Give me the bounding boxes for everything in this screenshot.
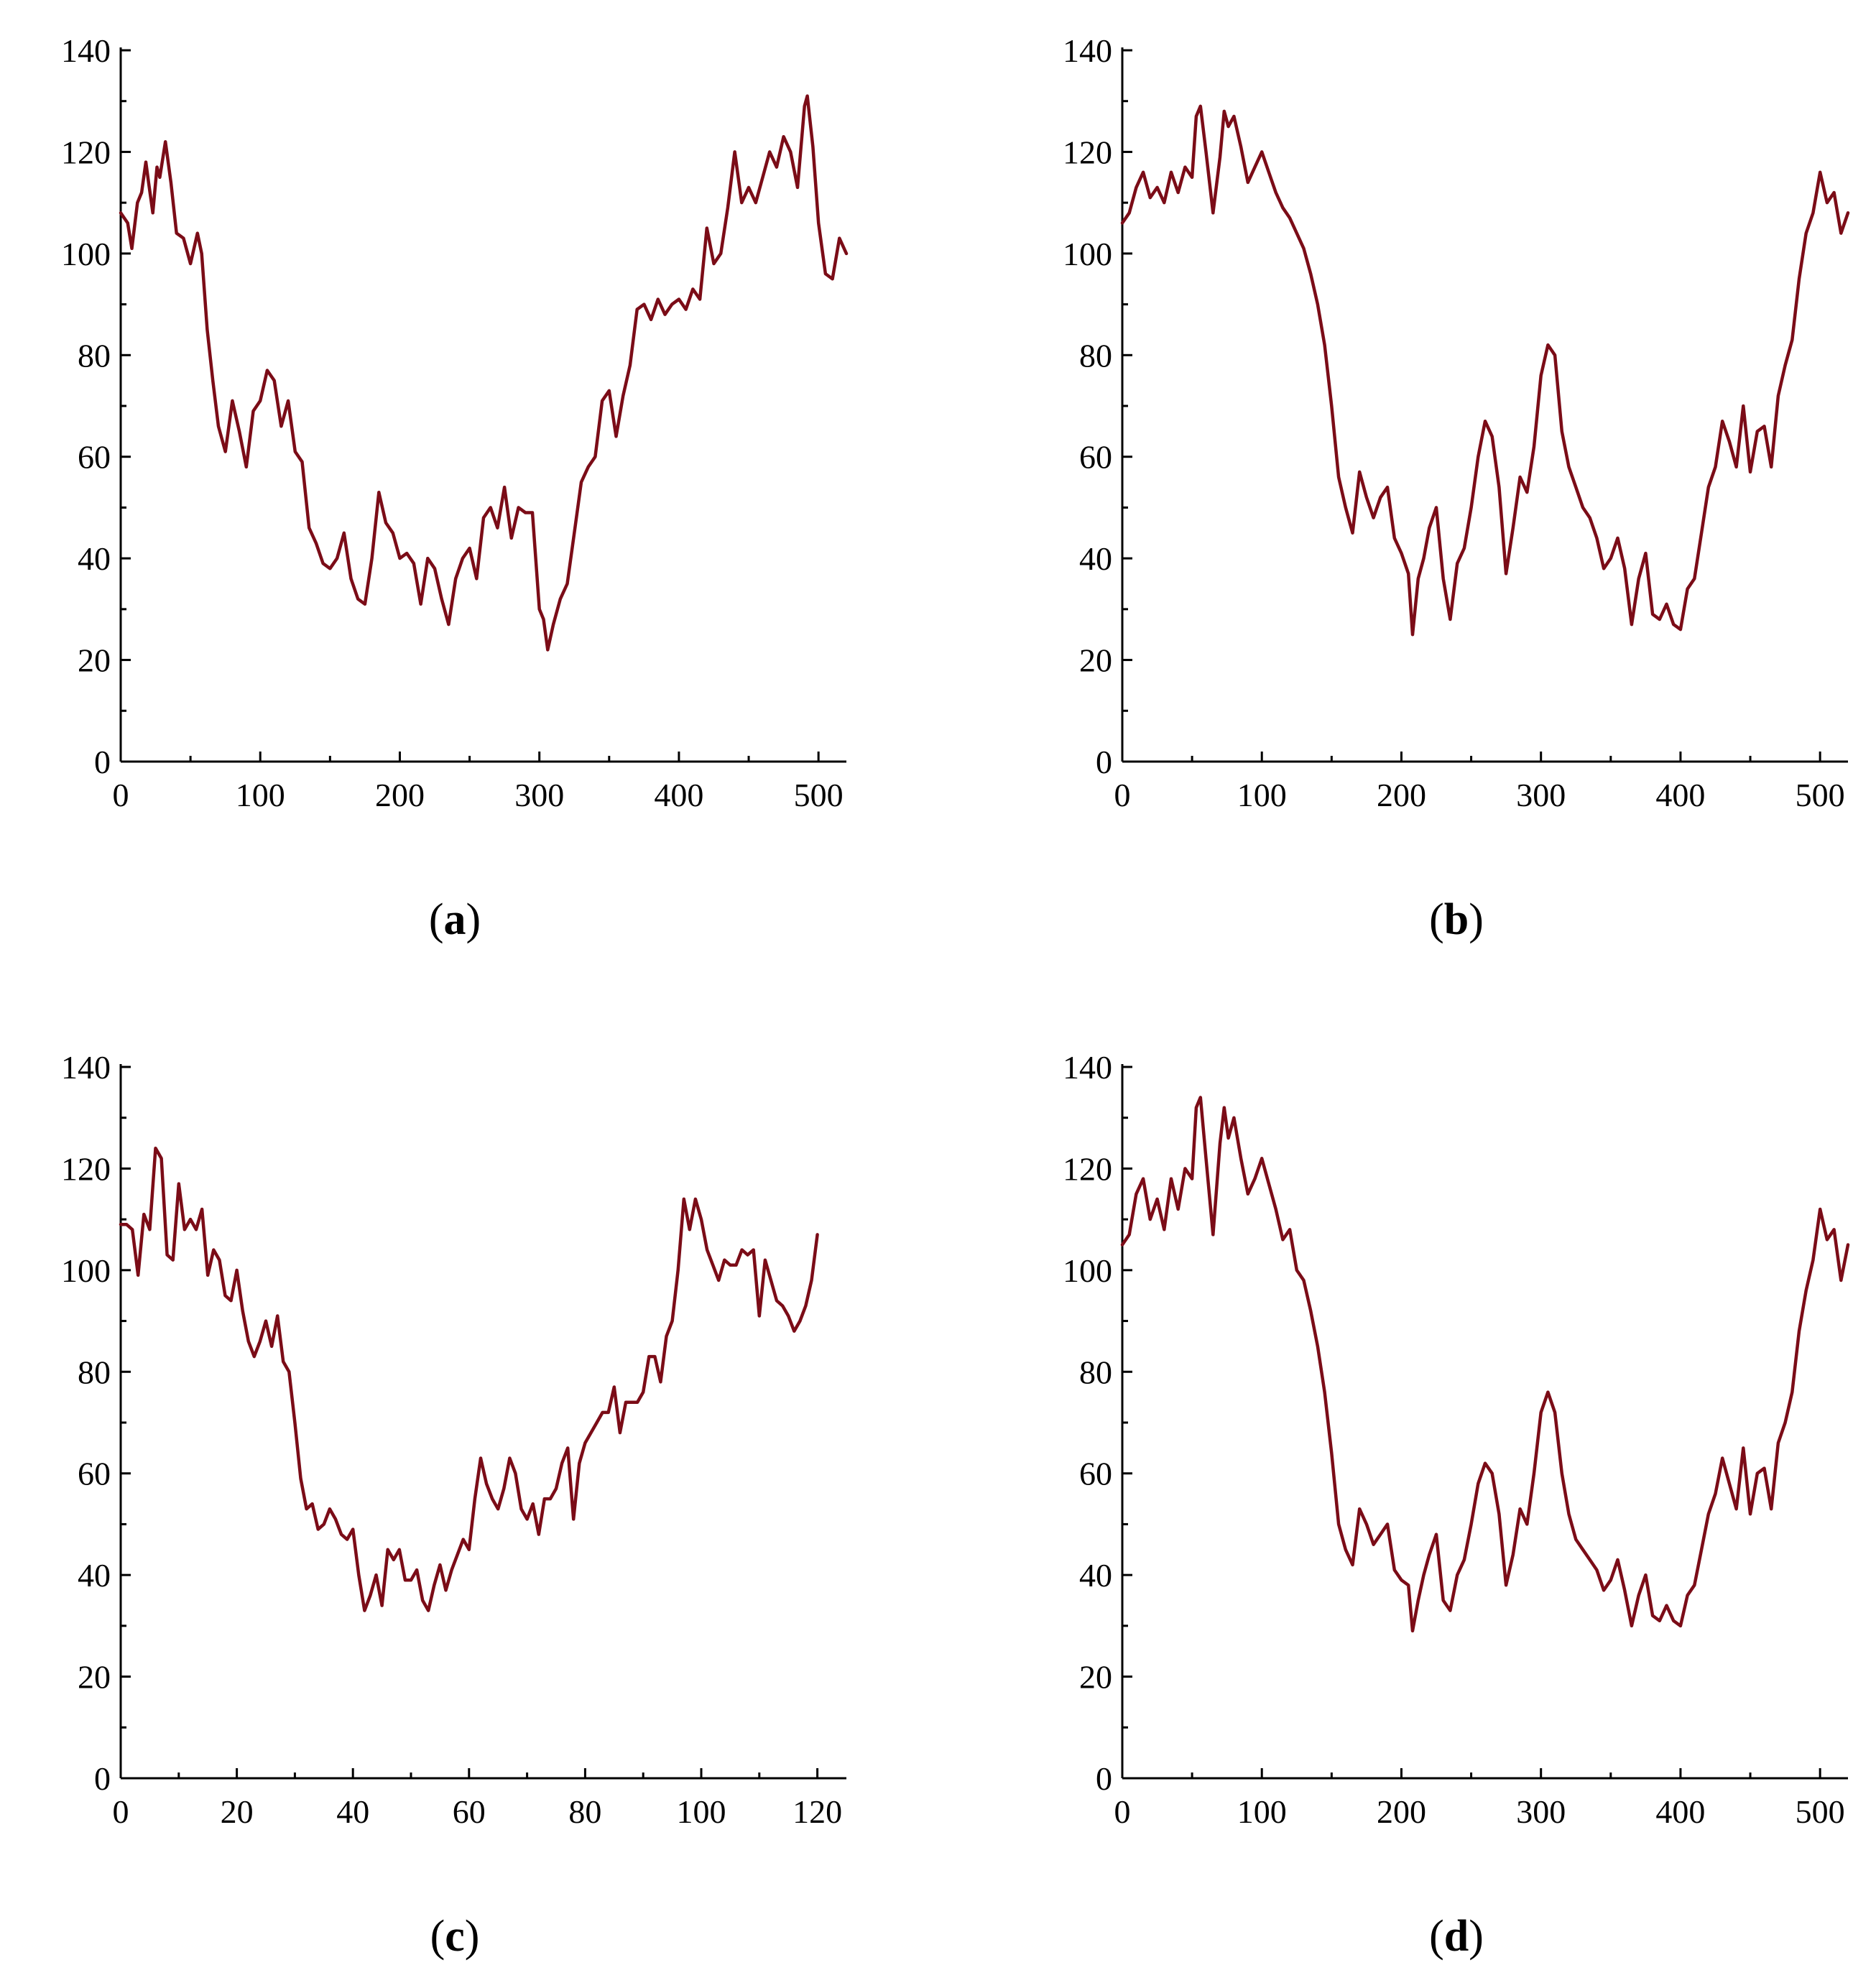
chart-panel-b: 0 20 40 60 80 100 120 140 0 100 200 300 400 500 (b) xyxy=(1063,32,1850,944)
x-tick-label: 60 xyxy=(453,1793,486,1830)
x-tick-label: 400 xyxy=(654,777,703,813)
y-tick-label: 0 xyxy=(1096,1760,1112,1797)
y-tick-label: 80 xyxy=(78,337,111,374)
y-tick-label: 100 xyxy=(1063,236,1112,272)
y-tick-label: 40 xyxy=(78,540,111,577)
series-line-a xyxy=(119,94,849,652)
x-tick-label: 500 xyxy=(1796,777,1845,813)
y-tick-label: 40 xyxy=(78,1557,111,1594)
y-tick-label: 140 xyxy=(61,32,111,69)
chart-panel-d: 0 20 40 60 80 100 120 140 0 100 200 300 400 500 (d) xyxy=(1063,1049,1850,1961)
x-tick-label: 400 xyxy=(1655,777,1705,813)
y-tick-label: 60 xyxy=(78,1456,111,1492)
y-tick-label: 120 xyxy=(61,134,111,170)
y-tick-label: 120 xyxy=(61,1150,111,1187)
x-tick-label: 200 xyxy=(1377,1793,1426,1830)
x-tick-label: 100 xyxy=(1237,1793,1287,1830)
y-tick-label: 140 xyxy=(1063,1049,1112,1086)
series-line-b xyxy=(1120,104,1850,637)
x-tick-label: 300 xyxy=(1516,777,1566,813)
x-tick-label: 120 xyxy=(793,1793,842,1830)
x-tick-label: 400 xyxy=(1655,1793,1705,1830)
y-tick-label: 80 xyxy=(1079,337,1112,374)
x-tick-label: 200 xyxy=(375,777,425,813)
chart-panel-c: 0 20 40 60 80 100 120 140 0 20 40 60 80 100 120 (c) xyxy=(61,1049,846,1961)
panel-label: (c) xyxy=(430,1912,480,1961)
y-tick-label: 20 xyxy=(1079,642,1112,679)
x-tick-label: 500 xyxy=(1796,1793,1845,1830)
x-tick-label: 80 xyxy=(568,1793,601,1830)
x-tick-label: 100 xyxy=(1237,777,1287,813)
y-tick-label: 80 xyxy=(78,1354,111,1390)
x-tick-label: 500 xyxy=(794,777,844,813)
y-tick-label: 20 xyxy=(1079,1659,1112,1696)
y-tick-label: 140 xyxy=(1063,32,1112,69)
x-tick-label: 20 xyxy=(221,1793,254,1830)
panel-label: (b) xyxy=(1429,895,1484,944)
y-tick-label: 0 xyxy=(1096,744,1112,780)
series-line-d xyxy=(1120,1096,1850,1633)
x-tick-label: 300 xyxy=(1516,1793,1566,1830)
y-tick-label: 100 xyxy=(1063,1252,1112,1289)
y-tick-label: 100 xyxy=(61,236,111,272)
x-tick-label: 0 xyxy=(1114,777,1131,813)
x-tick-label: 300 xyxy=(514,777,564,813)
x-tick-label: 100 xyxy=(677,1793,726,1830)
series-line-c xyxy=(119,1146,819,1612)
y-tick-label: 20 xyxy=(78,642,111,679)
chart-panel-a: 0 20 40 60 80 100 120 140 0 100 200 300 400 500 (a) xyxy=(61,32,849,944)
panel-label: (a) xyxy=(429,895,481,944)
y-tick-label: 60 xyxy=(1079,1456,1112,1492)
x-tick-label: 200 xyxy=(1377,777,1426,813)
y-tick-label: 0 xyxy=(94,1760,111,1797)
x-tick-label: 0 xyxy=(1114,1793,1131,1830)
x-tick-label: 0 xyxy=(113,1793,129,1830)
y-tick-label: 140 xyxy=(61,1049,111,1086)
x-tick-label: 100 xyxy=(236,777,285,813)
y-tick-label: 120 xyxy=(1063,1150,1112,1187)
y-tick-label: 60 xyxy=(78,439,111,476)
y-tick-label: 120 xyxy=(1063,134,1112,170)
y-tick-label: 40 xyxy=(1079,540,1112,577)
x-tick-label: 0 xyxy=(113,777,129,813)
y-tick-label: 0 xyxy=(94,744,111,780)
y-tick-label: 20 xyxy=(78,1659,111,1696)
panel-label: (d) xyxy=(1429,1912,1484,1961)
y-tick-label: 80 xyxy=(1079,1354,1112,1390)
y-tick-label: 100 xyxy=(61,1252,111,1289)
x-tick-label: 40 xyxy=(336,1793,369,1830)
y-tick-label: 60 xyxy=(1079,439,1112,476)
y-tick-label: 40 xyxy=(1079,1557,1112,1594)
